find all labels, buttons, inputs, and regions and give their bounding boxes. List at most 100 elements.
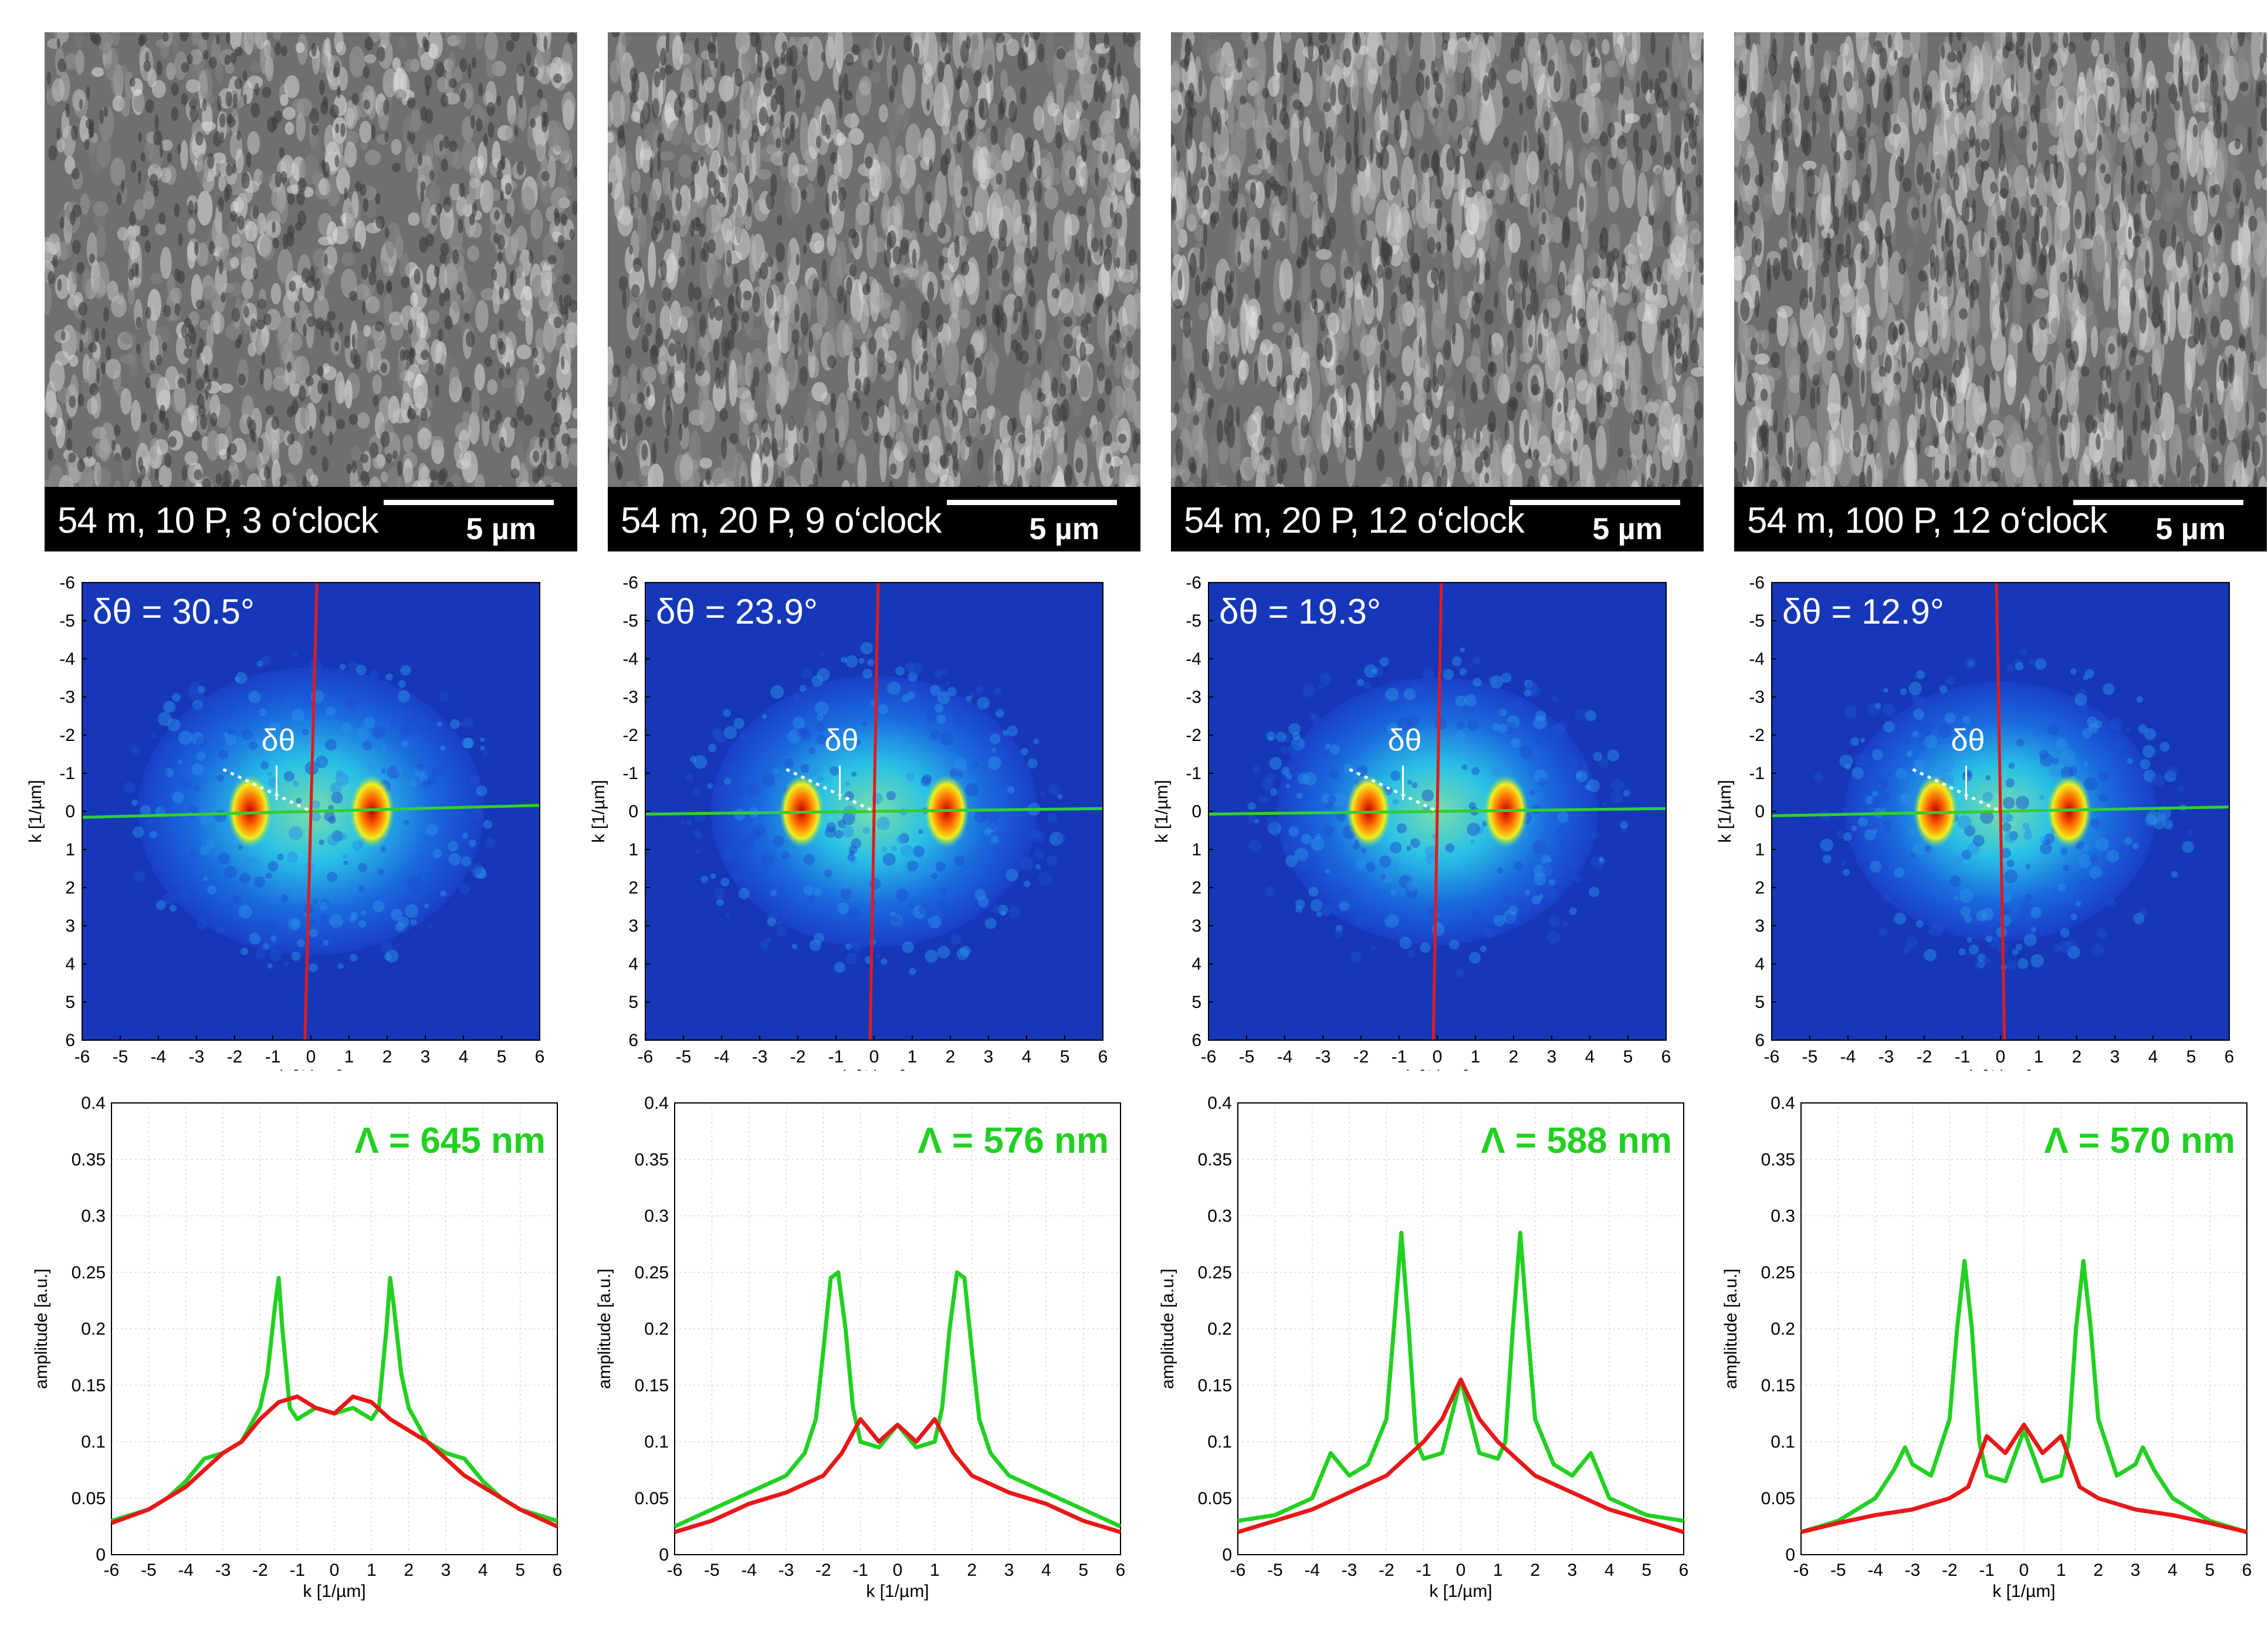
x-tick-label: 3 xyxy=(1004,1561,1014,1580)
x-tick-label: 1 xyxy=(1493,1561,1503,1580)
fft-x-tick: -5 xyxy=(1802,1047,1818,1067)
fft-y-tick: 5 xyxy=(1191,993,1201,1012)
y-tick-label: 0.05 xyxy=(72,1489,106,1508)
chart-frame xyxy=(674,1102,1121,1555)
scale-bar-label: 5 µm xyxy=(466,512,536,546)
x-tick-label: -5 xyxy=(1830,1561,1846,1580)
x-tick-label: -3 xyxy=(215,1561,231,1580)
fft-y-tick: -4 xyxy=(1186,649,1201,669)
fft-x-tick: 6 xyxy=(1098,1047,1108,1067)
y-tick-label: 0.1 xyxy=(81,1433,106,1452)
panel-column-4: 54 m, 100 P, 12 o‘clock 5 µm δθ δθ = 12.9… xyxy=(1690,0,2267,1628)
x-axis-label: k [1/µm] xyxy=(866,1582,929,1601)
fft-y-tick: -4 xyxy=(1749,649,1765,669)
fft-y-tick: -1 xyxy=(1749,764,1765,783)
fft-y-tick: -4 xyxy=(59,649,75,669)
panel-column-2: 54 m, 20 P, 9 o‘clock 5 µm δθ δθ = 23.9° -… xyxy=(563,0,1140,1628)
y-tick-label: 0.15 xyxy=(635,1376,669,1395)
fft-x-tick: 4 xyxy=(459,1047,469,1067)
fft-y-label: k [1/µm] xyxy=(1152,780,1172,842)
y-tick-label: 0.4 xyxy=(1771,1094,1795,1113)
y-axis-label: amplitude [a.u.] xyxy=(1721,1268,1741,1389)
y-tick-label: 0.3 xyxy=(1771,1207,1795,1226)
fft-x-tick: -6 xyxy=(1764,1047,1780,1067)
fft-x-tick: 0 xyxy=(1433,1047,1443,1067)
y-tick-label: 0.35 xyxy=(1198,1150,1232,1169)
fft-y-tick: 2 xyxy=(65,878,75,898)
y-tick-label: 0.2 xyxy=(1771,1319,1795,1339)
fft-x-tick: 4 xyxy=(1022,1047,1032,1067)
y-tick-label: 0 xyxy=(1222,1545,1232,1565)
x-tick-label: -3 xyxy=(778,1561,794,1580)
series-line-red xyxy=(673,1417,1122,1534)
y-tick-label: 0.2 xyxy=(1207,1319,1232,1339)
fft-y-tick: -2 xyxy=(1749,726,1765,745)
x-tick-label: 6 xyxy=(553,1561,563,1580)
fft-x-tick: -3 xyxy=(189,1047,205,1067)
fft-x-tick: -1 xyxy=(1392,1047,1407,1067)
y-tick-label: 0.05 xyxy=(1761,1489,1795,1508)
x-tick-label: -4 xyxy=(741,1561,757,1580)
sem-texture xyxy=(45,32,577,513)
fft-y-tick: 3 xyxy=(1191,916,1201,936)
y-tick-label: 0.4 xyxy=(644,1094,669,1113)
sem-image xyxy=(45,32,577,513)
y-tick-label: 0 xyxy=(1785,1545,1795,1565)
series-line-red xyxy=(1800,1423,2247,1534)
x-tick-label: -1 xyxy=(1979,1561,1995,1580)
panel-column-3: 54 m, 20 P, 12 o‘clock 5 µm δθ δθ = 19.3°… xyxy=(1126,0,1704,1628)
x-tick-label: 0 xyxy=(1456,1561,1466,1580)
x-tick-label: -1 xyxy=(1416,1561,1431,1580)
y-axis-label: amplitude [a.u.] xyxy=(32,1268,51,1389)
sem-ripple-texture xyxy=(1734,32,2267,513)
x-tick-label: 6 xyxy=(2242,1561,2252,1580)
sem-caption-bar: 54 m, 20 P, 9 o‘clock 5 µm xyxy=(608,487,1140,551)
y-axis-label: amplitude [a.u.] xyxy=(595,1268,614,1389)
y-tick-label: 0 xyxy=(659,1545,669,1565)
fft-y-tick: -4 xyxy=(622,649,638,669)
delta-theta-label: δθ = 23.9° xyxy=(656,592,818,631)
amplitude-line-plot: -6 -5 -4 -3 -2 -1 0 1 2 3 4 5 6 0 0.05 0.1 0.15 0.2 0.25 0.… xyxy=(1721,1094,2252,1601)
x-tick-label: 4 xyxy=(1041,1561,1051,1580)
scale-bar-label: 5 µm xyxy=(1029,512,1099,546)
x-tick-label: 3 xyxy=(2131,1561,2141,1580)
scale-bar xyxy=(384,500,554,505)
series-line-red xyxy=(110,1395,558,1529)
fft-x-tick: -6 xyxy=(1201,1047,1217,1067)
x-tick-label: -2 xyxy=(1379,1561,1394,1580)
y-tick-label: 0.35 xyxy=(635,1150,669,1169)
fft-y-tick: -2 xyxy=(1186,726,1201,745)
red-profile-line xyxy=(1431,583,1443,1040)
sem-caption: 54 m, 20 P, 12 o‘clock xyxy=(1184,500,1525,541)
fft-y-label: k [1/µm] xyxy=(1715,780,1735,842)
delta-theta-label: δθ = 12.9° xyxy=(1782,592,1944,631)
fft-x-tick: 6 xyxy=(2225,1047,2235,1067)
x-tick-label: -6 xyxy=(1793,1561,1809,1580)
fft-y-tick: 0 xyxy=(65,802,75,821)
scale-bar xyxy=(1510,500,1680,505)
x-tick-label: 1 xyxy=(2056,1561,2066,1580)
x-tick-label: 6 xyxy=(1679,1561,1689,1580)
x-tick-label: 3 xyxy=(441,1561,451,1580)
y-tick-label: 0.05 xyxy=(635,1489,669,1508)
y-tick-label: 0.25 xyxy=(1761,1263,1795,1282)
x-tick-label: -4 xyxy=(178,1561,194,1580)
fft-x-tick: -4 xyxy=(151,1047,167,1067)
fft-x-tick: 6 xyxy=(1661,1047,1671,1067)
delta-theta-marker: δθ xyxy=(262,723,296,757)
fft-x-tick: -4 xyxy=(1840,1047,1856,1067)
x-tick-label: 0 xyxy=(2019,1561,2029,1580)
y-tick-label: 0.15 xyxy=(1198,1376,1232,1395)
fft-y-tick: -1 xyxy=(622,764,638,783)
y-tick-label: 0.1 xyxy=(1207,1433,1232,1452)
fft-y-label: k [1/µm] xyxy=(26,780,45,842)
red-profile-line xyxy=(303,583,319,1040)
fft-x-tick: -3 xyxy=(1878,1047,1894,1067)
fft-x-tick: 3 xyxy=(1547,1047,1557,1067)
fft-y-tick: 3 xyxy=(628,916,638,936)
fft-y-tick: 2 xyxy=(628,878,638,898)
fft-x-tick: 1 xyxy=(344,1047,354,1067)
fft-x-tick: -2 xyxy=(1917,1047,1932,1067)
delta-theta-marker: δθ xyxy=(825,723,859,757)
